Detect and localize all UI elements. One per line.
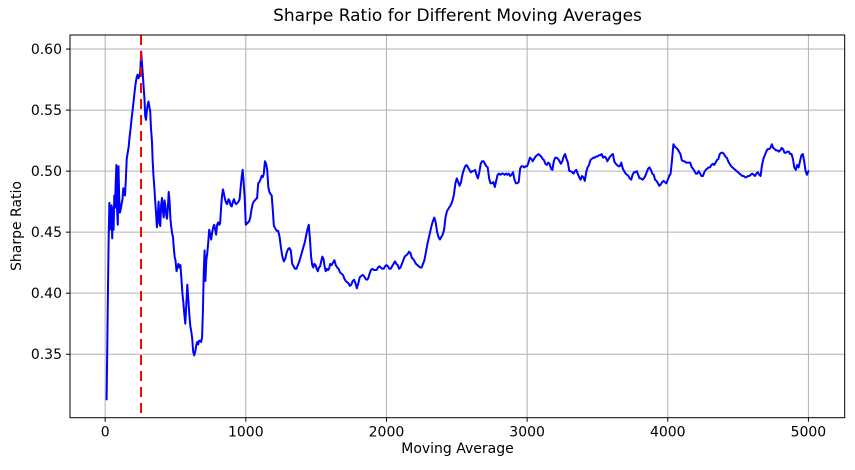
x-tick-label: 3000 [509, 425, 545, 441]
x-tick-label: 1000 [228, 425, 264, 441]
y-tick-label: 0.35 [31, 347, 62, 363]
x-axis-label: Moving Average [401, 441, 514, 457]
chart-title: Sharpe Ratio for Different Moving Averag… [273, 6, 642, 26]
x-tick-label: 4000 [650, 425, 686, 441]
sharpe-ratio-series-line [105, 50, 810, 401]
plot-border [69, 34, 846, 419]
y-tick-label: 0.45 [31, 225, 62, 241]
y-tick-label: 0.55 [31, 103, 62, 119]
x-tick-label: 5000 [791, 425, 827, 441]
y-tick-label: 0.60 [31, 42, 62, 58]
x-tick-label: 0 [101, 425, 110, 441]
y-tick-label: 0.40 [31, 286, 62, 302]
y-tick-label: 0.50 [31, 164, 62, 180]
x-tick-label: 2000 [369, 425, 405, 441]
